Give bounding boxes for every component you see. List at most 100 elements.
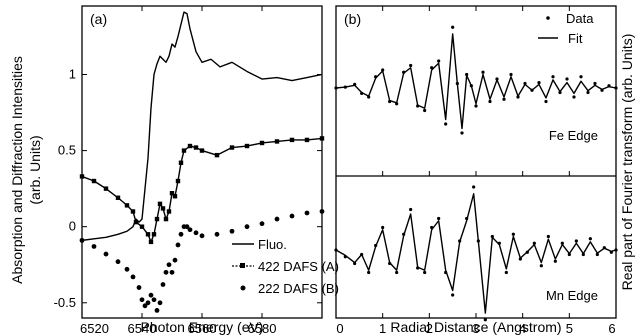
panel-a-x-tick-label: 6540: [128, 321, 157, 336]
panel-a-x-axis-label: Photon Energy (eV): [141, 319, 264, 335]
mn-data-point: [423, 270, 427, 275]
fe-data-point: [409, 63, 413, 68]
fe-data-point: [579, 75, 583, 79]
mn-data-point: [388, 261, 392, 266]
series-422-point: [91, 178, 97, 184]
legend-422-label: 422 DAFS (A): [258, 259, 339, 274]
series-422-point: [157, 201, 163, 207]
mn-data-point: [437, 216, 441, 221]
series-422-point: [181, 148, 187, 153]
series-422-point: [244, 143, 250, 149]
fe-data-point: [416, 104, 420, 108]
mn-data-point: [416, 266, 420, 270]
fe-data-point: [530, 88, 534, 92]
mn-data-point: [353, 261, 357, 266]
mn-data-point: [451, 293, 455, 297]
mn-data-point: [490, 234, 494, 239]
mn-data-point: [553, 259, 557, 263]
series-222-point: [166, 262, 172, 268]
fe-data-point: [551, 75, 555, 79]
series-422-point: [187, 143, 193, 149]
series-422-point: [178, 160, 184, 165]
fe-data-point: [353, 82, 357, 86]
series-222-point: [214, 231, 220, 237]
series-422-point: [214, 152, 220, 158]
fe-data-point: [437, 59, 441, 63]
series-222-point: [289, 213, 295, 219]
panel-a-y-tick-label: 1: [69, 66, 76, 81]
series-222-point: [139, 297, 145, 303]
series-422-point: [172, 194, 178, 199]
series-422-point: [115, 195, 121, 200]
panel-a-y-axis-label-line1: Absorption and Diffraction Intensities: [9, 56, 25, 284]
fe-data-point: [343, 85, 347, 89]
panel-a-y-tick-label: 0: [69, 219, 76, 234]
series-422-point: [148, 239, 154, 245]
mn-data-point: [360, 252, 364, 257]
mn-data-point: [334, 248, 338, 252]
legend-data-marker: [546, 16, 550, 20]
panel-a-label: (a): [90, 11, 107, 27]
series-222-point: [157, 300, 163, 306]
fe-data-point: [374, 75, 378, 79]
panel-b-x-tick-label: 3: [472, 321, 479, 336]
panel-a-x-tick-label: 6560: [188, 321, 217, 336]
mn-data-point: [518, 257, 522, 261]
mn-data-point: [511, 232, 515, 236]
panel-b-x-tick-label: 0: [336, 321, 343, 336]
mn-data-point: [574, 239, 578, 243]
mn-data-point: [367, 270, 371, 275]
fe-data-point: [367, 95, 371, 99]
fe-data-point: [593, 81, 597, 86]
series-222-point: [154, 307, 160, 313]
fe-data-point: [523, 81, 527, 86]
mn-data-point: [430, 225, 434, 230]
series-222-point: [151, 297, 157, 303]
series-222-point: [193, 230, 199, 236]
series-422-point: [130, 209, 136, 214]
series-222-point: [91, 244, 97, 249]
panel-b-y-axis-label: Real part of Fourier transform (arb. Uni…: [619, 34, 635, 291]
fe-data-point: [481, 70, 485, 74]
panel-b: (b) 0 1 2 3 4 5 6 Fe Edge Mn Edge Radial Dista…: [334, 5, 635, 336]
panel-b-x-tick-label: 1: [379, 321, 386, 336]
series-222-point: [145, 300, 151, 306]
fe-data-point: [381, 68, 385, 72]
fe-data-point: [460, 131, 464, 135]
panel-b-legend: Data Fit: [538, 11, 594, 46]
series-222-point: [259, 221, 265, 227]
panel-a-x-ticks: 6520 6540 6560 6580: [80, 6, 276, 336]
mn-data-point: [444, 270, 448, 275]
series-422-point: [103, 186, 109, 191]
series-422-point: [139, 224, 145, 229]
series-422-point: [229, 145, 235, 150]
mn-data-point: [409, 207, 413, 212]
panel-b-series: [334, 25, 618, 322]
series-422-point: [151, 232, 157, 237]
fe-data-point: [469, 84, 473, 88]
fe-data-point: [607, 84, 611, 88]
mn-data-point: [476, 239, 480, 243]
series-422-point: [304, 137, 310, 143]
panel-a: (a) 6520 6540 6560 6580 -0.5 0 0.5 1 Photon En…: [9, 5, 339, 336]
series-422-point: [193, 145, 199, 150]
mn-data-point: [581, 252, 585, 257]
panel-b-x-ticks: 0 1 2 3 4 5 6: [335, 6, 617, 336]
mn-data-point: [472, 185, 476, 189]
mn-data-point: [504, 270, 508, 275]
fe-data-point: [572, 95, 576, 99]
legend-222-label: 222 DAFS (B): [258, 281, 339, 296]
panel-a-y-axis-label-line2: (arb. Units): [27, 135, 43, 204]
mn-data-point: [402, 232, 406, 236]
fe-data-point: [402, 70, 406, 74]
series-222-point: [160, 282, 166, 287]
panel-b-frame: [335, 5, 617, 319]
fe-data-point: [388, 99, 392, 104]
series-422-point: [133, 219, 139, 225]
series-422-point: [274, 139, 280, 144]
mn-data-point: [546, 234, 550, 239]
mn-data-point: [595, 252, 599, 257]
panel-b-x-tick-label: 2: [426, 321, 433, 336]
fe-data-point: [395, 102, 399, 106]
